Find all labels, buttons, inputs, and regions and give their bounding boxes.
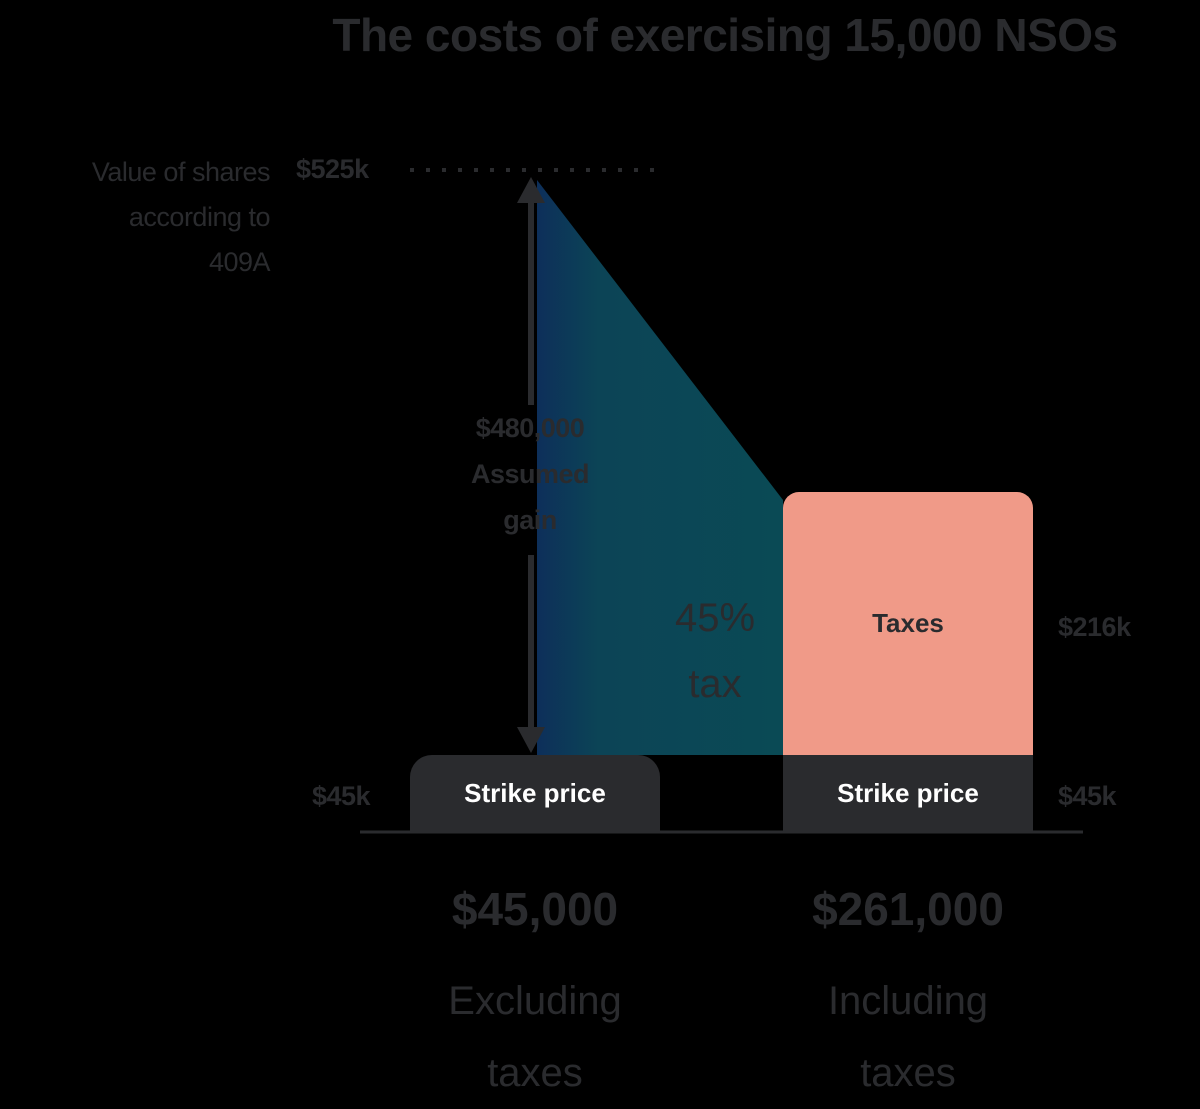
strike-price-label: Strike price: [837, 778, 979, 808]
taxes-value: $216k: [1058, 612, 1131, 642]
caption-excluding-taxes: Excluding taxes: [385, 965, 685, 1109]
caption-including-taxes: Including taxes: [758, 965, 1058, 1109]
caption-line: taxes: [487, 1051, 583, 1095]
taxes-bar-label: Taxes: [872, 608, 944, 638]
gain-arrow-up-head: [517, 177, 545, 203]
strike-value-left: $45k: [312, 781, 371, 811]
assumed-gain-wedge: [537, 180, 783, 755]
tax-rate-percent: 45%: [674, 596, 756, 640]
strike-price-label: Strike price: [464, 778, 606, 808]
value-409a-label-line: Value of shares: [91, 157, 271, 187]
chart-title: The costs of exercising 15,000 NSOs: [332, 9, 1118, 61]
caption-line: taxes: [860, 1051, 956, 1095]
strike-price-bar-right: Strike price: [783, 755, 1033, 832]
strike-price-bar-left: Strike price: [410, 755, 660, 832]
taxes-bar: Taxes: [783, 492, 1033, 755]
value-409a-label-line: according to: [128, 202, 271, 232]
gain-arrow-down-head: [517, 727, 545, 753]
value-409a-label: Value of shares according to 409A: [40, 150, 271, 285]
total-including-taxes: $261,000: [812, 883, 1004, 935]
assumed-gain-text: gain: [503, 505, 557, 535]
value-409a-amount: $525k: [296, 154, 369, 184]
tax-rate-text: tax: [688, 662, 742, 706]
assumed-gain-label: $480,000 Assumed gain: [440, 405, 620, 543]
assumed-gain-amount: $480,000: [475, 413, 585, 443]
caption-line: Including: [827, 979, 989, 1023]
tax-rate-label: 45% tax: [650, 585, 780, 717]
value-409a-label-line: 409A: [208, 247, 271, 277]
strike-value-right: $45k: [1058, 781, 1117, 811]
caption-line: Excluding: [448, 979, 622, 1023]
assumed-gain-text: Assumed: [470, 459, 590, 489]
total-excluding-taxes: $45,000: [451, 883, 619, 935]
